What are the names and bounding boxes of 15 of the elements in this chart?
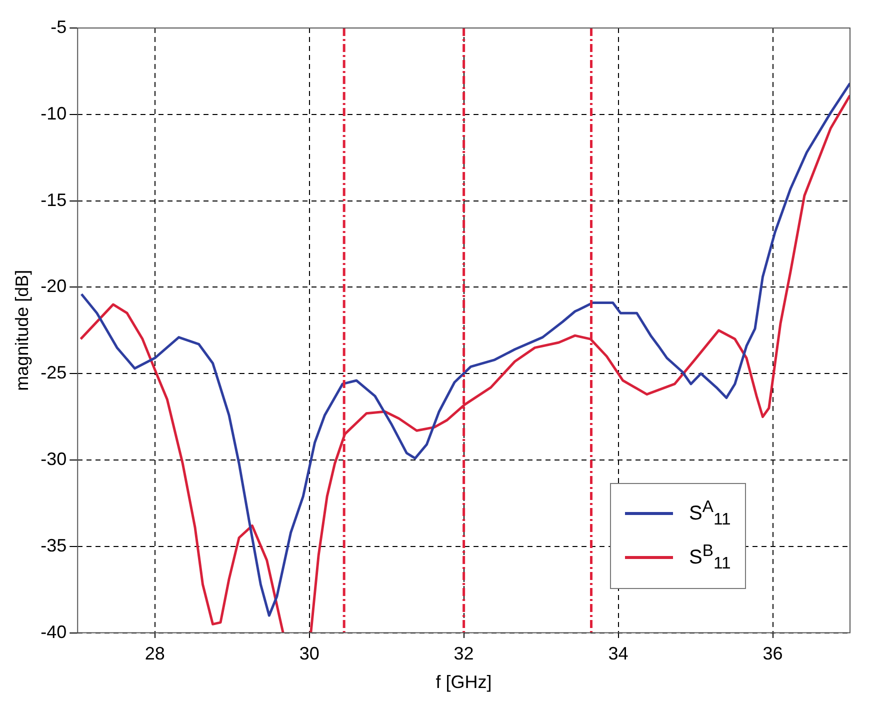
y-axis-title: magnitude [dB] — [12, 270, 32, 391]
x-tick-label: 30 — [299, 644, 320, 664]
x-tick-label: 28 — [144, 644, 165, 664]
y-tick-label: -10 — [40, 103, 67, 124]
x-axis-title: f [GHz] — [436, 672, 492, 692]
x-tick-label: 34 — [608, 644, 628, 664]
y-tick-label: -25 — [40, 362, 67, 383]
x-tick-label: 32 — [454, 644, 474, 664]
y-tick-label: -20 — [40, 276, 67, 296]
y-tick-label: -5 — [50, 16, 67, 37]
x-tick-label: 36 — [762, 644, 783, 664]
y-tick-label: -40 — [40, 622, 67, 642]
y-tick-label: -30 — [40, 448, 67, 469]
y-tick-label: -15 — [40, 190, 67, 210]
y-tick-label: -35 — [40, 535, 67, 556]
